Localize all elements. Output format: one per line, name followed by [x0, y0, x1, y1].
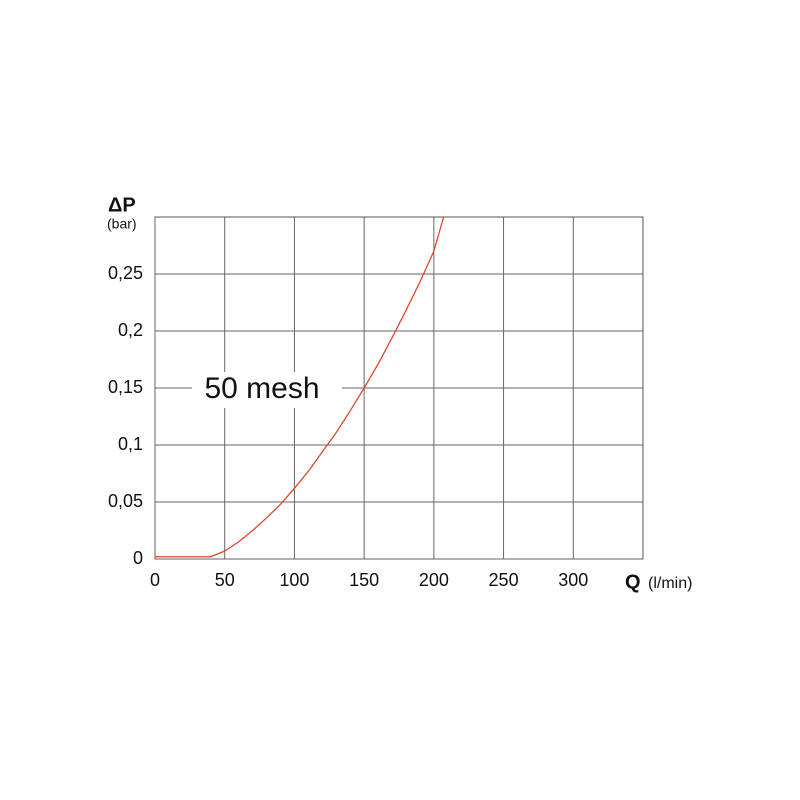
annotation: 50 mesh — [204, 372, 319, 405]
annotation-bg — [192, 372, 342, 408]
y-axis-unit: (bar) — [107, 216, 137, 232]
x-tick-label: 150 — [349, 570, 379, 590]
x-tick-label: 250 — [489, 570, 519, 590]
y-tick-label: 0,15 — [108, 377, 143, 397]
y-tick-label: 0,2 — [118, 320, 143, 340]
data-line — [155, 216, 445, 558]
x-axis-unit: (l/min) — [648, 575, 692, 592]
y-axis-label: ΔP — [108, 194, 136, 216]
y-tick-label: 0,25 — [108, 263, 143, 283]
x-tick-label: 100 — [279, 570, 309, 590]
x-tick-label: 300 — [558, 570, 588, 590]
x-tick-label: 0 — [150, 570, 160, 590]
x-tick-label: 200 — [419, 570, 449, 590]
y-tick-label: 0 — [133, 548, 143, 568]
y-tick-label: 0,05 — [108, 491, 143, 511]
x-axis-label: Q — [625, 571, 641, 593]
y-tick-label: 0,1 — [118, 434, 143, 454]
x-tick-label: 50 — [215, 570, 235, 590]
